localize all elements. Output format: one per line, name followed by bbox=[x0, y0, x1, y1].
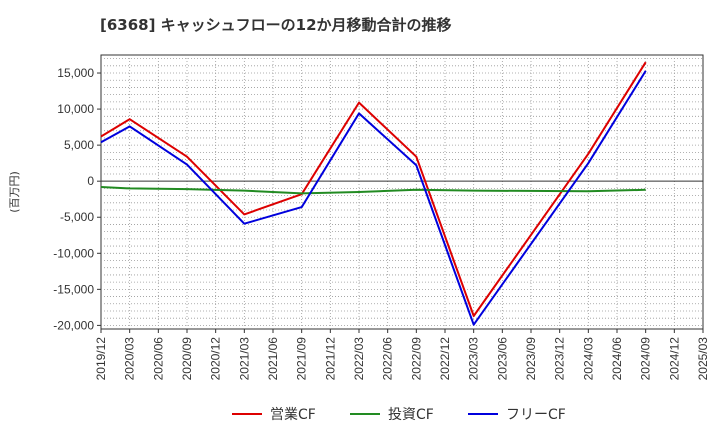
series-line-2 bbox=[100, 186, 646, 195]
series-line-1 bbox=[100, 61, 647, 317]
series-lines bbox=[100, 61, 647, 326]
x-tick-label: 2020/12 bbox=[209, 337, 223, 381]
y-tick-label: -20,000 bbox=[53, 318, 94, 332]
x-axis-ticks: 2019/12 2020/03 2020/06 2020/09 2020/12 2021/… bbox=[94, 329, 710, 380]
x-tick-label: 2020/03 bbox=[123, 337, 137, 381]
legend: 営業CF 投資CF フリーCF bbox=[232, 407, 566, 423]
y-axis-label: (百万円) bbox=[8, 171, 21, 213]
x-tick-label: 2020/06 bbox=[151, 337, 165, 381]
x-tick-label: 2024/06 bbox=[610, 337, 624, 381]
y-tick-label: -5,000 bbox=[60, 210, 94, 224]
x-tick-label: 2019/12 bbox=[94, 337, 108, 381]
x-tick-label: 2023/12 bbox=[553, 337, 567, 381]
x-tick-label: 2020/09 bbox=[180, 337, 194, 381]
y-tick-label: 10,000 bbox=[57, 102, 94, 116]
plot-area bbox=[100, 54, 704, 330]
x-tick-label: 2022/09 bbox=[409, 337, 423, 381]
x-tick-label: 2022/12 bbox=[438, 337, 452, 381]
x-tick-label: 2024/03 bbox=[581, 337, 595, 381]
x-tick-label: 2021/09 bbox=[295, 337, 309, 381]
x-tick-label: 2022/06 bbox=[381, 337, 395, 381]
grid-lines bbox=[101, 55, 703, 329]
series-line-3 bbox=[100, 70, 647, 326]
x-tick-label: 2021/12 bbox=[323, 337, 337, 381]
x-tick-label: 2023/03 bbox=[467, 337, 481, 381]
y-axis-ticks: 15,000 10,000 5,000 0 -5,000 -10,000 -15,000 -2… bbox=[53, 66, 101, 332]
y-tick-label: -10,000 bbox=[53, 246, 94, 260]
legend-label-2: 投資CF bbox=[388, 407, 434, 423]
x-tick-label: 2024/09 bbox=[639, 337, 653, 381]
legend-label-3: フリーCF bbox=[506, 407, 566, 423]
x-tick-label: 2021/03 bbox=[237, 337, 251, 381]
x-tick-label: 2021/06 bbox=[266, 337, 280, 381]
x-tick-label: 2025/03 bbox=[696, 337, 710, 381]
x-tick-label: 2023/09 bbox=[524, 337, 538, 381]
chart-title: [6368] キャッシュフローの12か月移動合計の推移 bbox=[100, 16, 452, 34]
x-tick-label: 2024/12 bbox=[667, 337, 681, 381]
legend-label-1: 営業CF bbox=[270, 407, 316, 423]
y-tick-label: 15,000 bbox=[57, 66, 94, 80]
x-tick-label: 2023/06 bbox=[495, 337, 509, 381]
y-tick-label: 0 bbox=[87, 174, 94, 188]
y-tick-label: 5,000 bbox=[64, 138, 94, 152]
x-tick-label: 2022/03 bbox=[352, 337, 366, 381]
y-tick-label: -15,000 bbox=[53, 282, 94, 296]
